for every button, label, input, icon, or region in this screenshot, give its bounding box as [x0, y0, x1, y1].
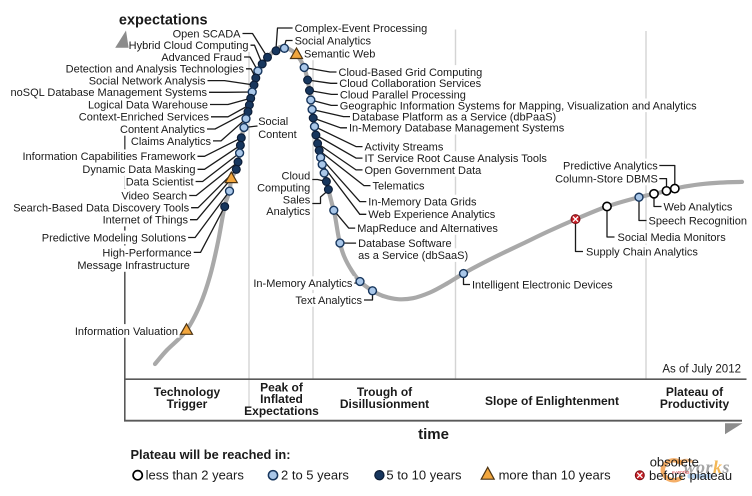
svg-text:Expectations: Expectations: [244, 404, 319, 418]
svg-text:Dynamic Data Masking: Dynamic Data Masking: [82, 164, 195, 176]
svg-text:Column-Store DBMS: Column-Store DBMS: [555, 174, 658, 186]
svg-text:expectations: expectations: [119, 13, 208, 29]
svg-text:In-Memory Database Management: In-Memory Database Management Systems: [349, 123, 565, 135]
svg-text:as a Service (dbSaaS): as a Service (dbSaaS): [358, 250, 468, 262]
svg-text:Message Infrastructure: Message Infrastructure: [77, 260, 190, 272]
svg-text:Peak of: Peak of: [260, 381, 304, 395]
svg-text:Web Analytics: Web Analytics: [664, 201, 733, 213]
svg-text:Computing: Computing: [257, 183, 310, 195]
svg-text:Social Media Monitors: Social Media Monitors: [618, 232, 727, 244]
svg-text:less than 2 years: less than 2 years: [146, 468, 245, 483]
svg-text:5 to 10 years: 5 to 10 years: [386, 468, 462, 483]
svg-text:Cloud: Cloud: [282, 170, 311, 182]
svg-text:Text Analytics: Text Analytics: [295, 295, 362, 307]
svg-text:Social Network Analysis: Social Network Analysis: [89, 76, 206, 88]
svg-text:Supply Chain Analytics: Supply Chain Analytics: [586, 246, 698, 258]
svg-text:Plateau will be reached in:: Plateau will be reached in:: [131, 447, 291, 462]
svg-text:works: works: [684, 457, 731, 477]
svg-text:Trigger: Trigger: [167, 397, 208, 411]
svg-text:more than 10 years: more than 10 years: [499, 468, 612, 483]
svg-text:2 to 5 years: 2 to 5 years: [281, 468, 349, 483]
svg-text:time: time: [418, 426, 449, 443]
svg-text:Predictive Analytics: Predictive Analytics: [563, 160, 658, 172]
svg-text:Search-Based Data Discovery To: Search-Based Data Discovery Tools: [13, 203, 189, 215]
svg-text:Hybrid Cloud Computing: Hybrid Cloud Computing: [129, 40, 249, 52]
svg-text:MapReduce and Alternatives: MapReduce and Alternatives: [357, 223, 498, 235]
svg-text:Detection and Analysis Technol: Detection and Analysis Technologies: [66, 64, 245, 76]
svg-text:Database Software: Database Software: [358, 238, 452, 250]
svg-text:Information Capabilities Frame: Information Capabilities Framework: [22, 151, 196, 163]
svg-text:As of July 2012: As of July 2012: [662, 364, 741, 376]
svg-text:Logical Data Warehouse: Logical Data Warehouse: [88, 99, 208, 111]
svg-text:Activity Streams: Activity Streams: [365, 142, 444, 154]
svg-text:Complex-Event Processing: Complex-Event Processing: [295, 23, 428, 35]
svg-text:Social Analytics: Social Analytics: [295, 35, 372, 47]
svg-text:Predictive Modeling Solutions: Predictive Modeling Solutions: [42, 232, 187, 244]
svg-text:Database Platform as a Service: Database Platform as a Service (dbPaaS): [352, 112, 556, 124]
svg-text:Technology: Technology: [154, 385, 221, 399]
svg-text:Open Government Data: Open Government Data: [365, 165, 483, 177]
svg-text:Content Analytics: Content Analytics: [120, 124, 205, 136]
svg-text:In-Memory Analytics: In-Memory Analytics: [253, 278, 353, 290]
svg-text:Inflated: Inflated: [260, 392, 303, 406]
svg-text:Open SCADA: Open SCADA: [173, 28, 242, 40]
svg-text:Intelligent Electronic Devices: Intelligent Electronic Devices: [472, 279, 613, 291]
svg-text:Cloud Parallel Processing: Cloud Parallel Processing: [340, 89, 466, 101]
svg-text:Cloud-Based Grid Computing: Cloud-Based Grid Computing: [339, 67, 483, 79]
svg-text:noSQL Database Management Syst: noSQL Database Management Systems: [11, 87, 208, 99]
svg-text:obsolete: obsolete: [650, 455, 699, 470]
svg-text:IT Service Root Cause Analysis: IT Service Root Cause Analysis Tools: [365, 153, 548, 165]
svg-text:Disillusionment: Disillusionment: [340, 397, 429, 411]
svg-text:Telematics: Telematics: [373, 181, 425, 193]
svg-text:Sales: Sales: [283, 195, 311, 207]
svg-text:e-works: e-works: [672, 470, 690, 476]
svg-text:Trough of: Trough of: [357, 385, 413, 399]
svg-text:Analytics: Analytics: [266, 206, 311, 218]
svg-text:Web Experience Analytics: Web Experience Analytics: [368, 209, 495, 221]
svg-text:Social: Social: [258, 116, 288, 128]
svg-text:Content: Content: [258, 129, 297, 141]
svg-text:Productivity: Productivity: [660, 397, 730, 411]
svg-text:High-Performance: High-Performance: [102, 247, 191, 259]
svg-text:Slope of Enlightenment: Slope of Enlightenment: [485, 394, 619, 408]
svg-text:Speech Recognition: Speech Recognition: [649, 215, 747, 227]
svg-text:Semantic Web: Semantic Web: [304, 48, 375, 60]
svg-text:Claims Analytics: Claims Analytics: [131, 136, 212, 148]
svg-text:Context-Enriched Services: Context-Enriched Services: [79, 112, 210, 124]
svg-text:Internet of Things: Internet of Things: [103, 215, 189, 227]
svg-text:Cloud Collaboration Services: Cloud Collaboration Services: [339, 78, 481, 90]
svg-text:Advanced Fraud: Advanced Fraud: [161, 52, 242, 64]
svg-text:Video Search: Video Search: [121, 190, 187, 202]
svg-text:In-Memory Data Grids: In-Memory Data Grids: [368, 197, 477, 209]
svg-text:Information Valuation: Information Valuation: [75, 326, 178, 338]
svg-text:Plateau of: Plateau of: [666, 385, 724, 399]
svg-text:Data Scientist: Data Scientist: [126, 176, 194, 188]
svg-text:before plateau: before plateau: [649, 468, 732, 483]
svg-text:Geographic Information Systems: Geographic Information Systems for Mappi…: [340, 100, 697, 112]
